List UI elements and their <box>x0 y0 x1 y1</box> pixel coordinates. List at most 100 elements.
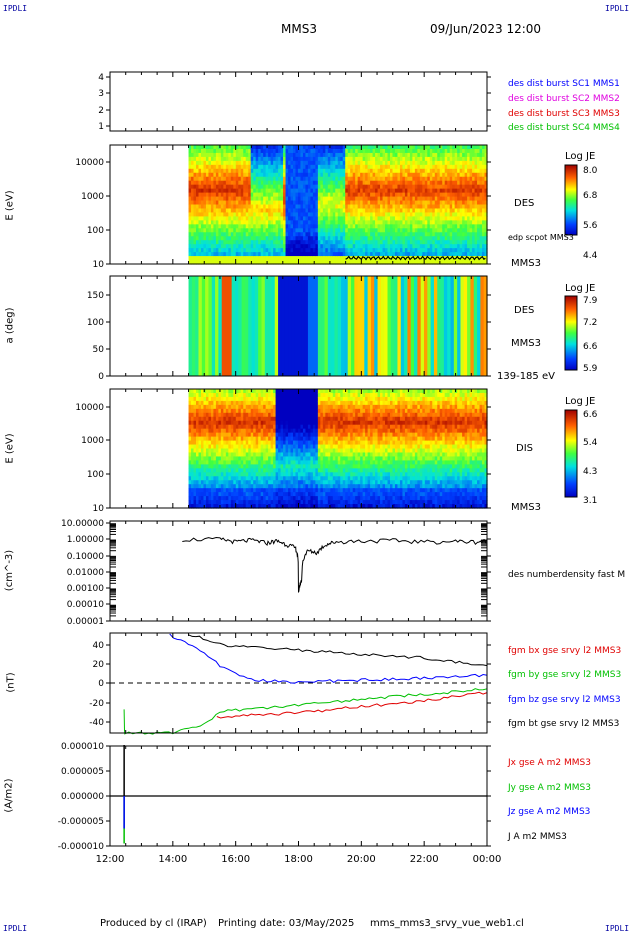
des-energy-cell <box>367 240 371 245</box>
des-energy-cell <box>245 208 249 214</box>
pitch-angle-cell <box>234 276 239 376</box>
des-energy-cell <box>407 232 411 237</box>
des-energy-cell <box>255 236 259 241</box>
des-energy-cell <box>424 260 428 265</box>
pitch-angle-cell <box>311 276 316 376</box>
des-energy-cell <box>312 160 316 166</box>
des-energy-cell <box>382 244 386 249</box>
des-energy-cell <box>302 240 307 245</box>
dis-energy-cell <box>210 492 215 497</box>
des-energy-cell <box>390 152 394 158</box>
dis-energy-cell <box>278 504 282 509</box>
des-energy-cell <box>228 240 232 245</box>
dis-energy-cell <box>213 416 217 422</box>
des-energy-cell <box>434 240 438 245</box>
des-energy-cell <box>218 212 222 217</box>
des-energy-cell <box>205 176 210 182</box>
des-energy-cell <box>250 172 254 178</box>
des-energy-cell <box>250 244 254 249</box>
des-energy-cell <box>427 236 431 241</box>
dis-energy-cell <box>238 404 242 410</box>
des-energy-cell <box>268 244 272 249</box>
pitch-angle-cell <box>351 276 355 376</box>
dis-energy-cell <box>203 408 207 414</box>
des-energy-cell <box>198 244 202 249</box>
des-energy-cell <box>191 244 195 249</box>
des-energy-cell <box>372 152 376 158</box>
des-energy-cell <box>263 184 267 190</box>
des-energy-cell <box>342 228 346 233</box>
des-energy-cell <box>198 204 202 210</box>
des-energy-cell <box>434 148 438 154</box>
dis-energy-cell <box>225 460 229 465</box>
dis-energy-cell <box>255 420 259 426</box>
dis-energy-cell <box>250 484 254 489</box>
dis-energy-cell <box>253 476 257 481</box>
dis-energy-cell <box>260 389 264 394</box>
des-energy-cell <box>432 240 436 245</box>
dis-energy-cell <box>213 476 217 481</box>
des-energy-cell <box>193 248 197 253</box>
des-energy-cell <box>203 216 207 221</box>
des-energy-cell <box>213 252 217 257</box>
dis-energy-cell <box>245 504 249 509</box>
pitch-angle-cell <box>314 276 319 376</box>
pitch-angle-cell <box>248 276 253 376</box>
des-energy-cell <box>360 220 364 225</box>
des-energy-cell <box>230 244 234 249</box>
des-energy-cell <box>449 164 453 170</box>
des-energy-cell <box>457 172 461 178</box>
dis-energy-cell <box>243 389 247 394</box>
des-energy-cell <box>280 192 284 198</box>
des-energy-cell <box>342 252 346 257</box>
des-energy-cell <box>439 148 443 154</box>
des-energy-cell <box>434 160 438 166</box>
des-energy-cell <box>340 256 344 261</box>
dis-energy-cell <box>191 492 195 497</box>
des-energy-cell <box>238 172 242 178</box>
des-energy-cell <box>437 252 441 257</box>
des-energy-cell <box>218 176 222 182</box>
des-energy-cell <box>407 176 411 182</box>
des-energy-cell <box>330 244 334 249</box>
des-energy-cell <box>235 256 239 261</box>
des-energy-cell <box>414 156 418 162</box>
des-energy-cell <box>457 180 461 186</box>
des-energy-cell <box>449 180 453 186</box>
des-energy-cell <box>345 236 349 241</box>
des-energy-cell <box>439 224 443 229</box>
des-energy-cell <box>442 204 446 210</box>
des-energy-cell <box>449 260 453 265</box>
dis-energy-cell <box>265 396 269 402</box>
des-energy-cell <box>345 252 349 257</box>
des-energy-cell <box>412 168 416 174</box>
dis-energy-cell <box>233 500 237 505</box>
des-energy-cell <box>482 244 486 249</box>
des-energy-cell <box>263 172 267 178</box>
dis-energy-cell <box>290 500 294 505</box>
des-energy-cell <box>280 220 284 225</box>
des-energy-cell <box>243 192 247 198</box>
des-energy-cell <box>243 188 247 194</box>
des-energy-cell <box>213 160 217 166</box>
des-energy-cell <box>360 212 364 217</box>
des-energy-cell <box>330 208 334 214</box>
des-energy-cell <box>385 216 389 221</box>
des-energy-cell <box>327 228 331 233</box>
dis-energy-cell <box>240 464 244 469</box>
des-energy-cell <box>238 232 242 237</box>
des-energy-cell <box>372 168 376 174</box>
des-energy-cell <box>280 260 284 265</box>
dis-energy-cell <box>223 492 227 497</box>
des-energy-cell <box>215 248 219 253</box>
des-energy-cell <box>414 232 418 237</box>
des-energy-cell <box>250 168 254 174</box>
des-energy-cell <box>265 192 269 198</box>
des-energy-cell <box>297 188 302 194</box>
des-energy-cell <box>352 192 356 198</box>
pitch-angle-cell <box>307 276 312 376</box>
des-energy-cell <box>449 228 453 233</box>
des-energy-cell <box>332 216 336 221</box>
des-energy-cell <box>454 248 458 253</box>
des-energy-cell <box>452 160 456 166</box>
